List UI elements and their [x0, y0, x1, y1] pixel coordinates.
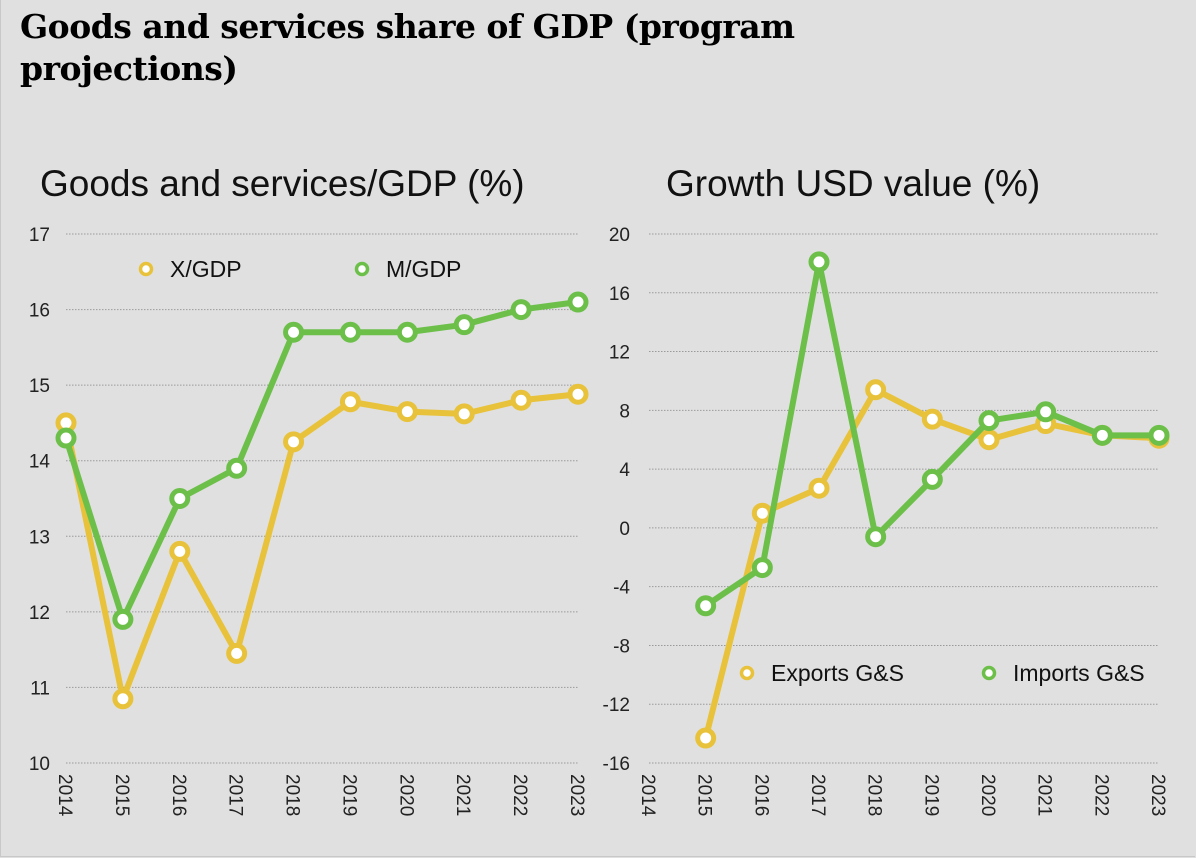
data-point — [808, 477, 830, 499]
y-tick-label: 14 — [29, 452, 51, 473]
data-point — [978, 410, 1000, 432]
y-tick-label: -12 — [603, 695, 630, 716]
data-point — [226, 457, 248, 479]
x-tick-label: 2022 — [1090, 774, 1111, 816]
data-point — [1148, 424, 1170, 446]
x-tick-label: 2020 — [395, 774, 416, 816]
data-point — [453, 403, 475, 425]
y-tick-label: 15 — [29, 376, 50, 397]
x-tick-label: 2015 — [111, 774, 132, 816]
x-tick-label: 2019 — [338, 774, 359, 816]
x-tick-label: 2017 — [807, 774, 828, 816]
series-line-m-gdp — [63, 299, 581, 623]
data-point — [921, 408, 943, 430]
chart-goods-services-gdp: Goods and services/GDP (%) 10 11 12 13 14 15 16… — [29, 163, 589, 817]
x-tick-label: 2015 — [694, 774, 715, 816]
series-line-x-gdp — [63, 391, 581, 702]
y-tick-label: 12 — [29, 603, 50, 624]
data-point — [1035, 401, 1057, 423]
legend-marker — [981, 665, 997, 681]
chart-title: Growth USD value (%) — [666, 163, 1040, 204]
x-tick-label: 2020 — [977, 774, 998, 816]
data-point — [751, 557, 773, 579]
data-point — [339, 321, 361, 343]
data-point — [453, 314, 475, 336]
x-tick-label: 2023 — [566, 774, 587, 816]
series-line-imports-g-s — [702, 258, 1162, 609]
x-tick-label: 2019 — [920, 774, 941, 816]
data-point — [1091, 424, 1113, 446]
chart-title: Goods and services/GDP (%) — [40, 163, 525, 204]
data-point — [865, 379, 887, 401]
data-point — [226, 642, 248, 664]
y-tick-label: -16 — [603, 754, 630, 775]
data-point — [169, 488, 191, 509]
data-point — [283, 431, 305, 453]
x-tick-label: 2018 — [282, 774, 303, 816]
legend-label: Exports G&S — [771, 660, 904, 686]
data-point — [921, 468, 943, 490]
data-point — [55, 427, 77, 449]
y-tick-label: 17 — [29, 225, 50, 246]
data-point — [567, 383, 589, 405]
y-tick-label: 13 — [29, 527, 50, 548]
y-tick-label: 20 — [609, 225, 630, 246]
data-point — [978, 429, 1000, 451]
data-point — [808, 251, 830, 273]
legend-label: M/GDP — [386, 256, 461, 282]
data-point — [510, 299, 532, 321]
x-tick-label: 2018 — [864, 774, 885, 816]
y-tick-label: 0 — [619, 519, 630, 540]
y-tick-label: 4 — [619, 460, 630, 481]
y-tick-label: 16 — [609, 284, 630, 305]
y-tick-label: -8 — [613, 636, 630, 657]
legend-marker — [739, 665, 755, 681]
data-point — [510, 389, 532, 411]
data-point — [169, 540, 191, 562]
y-tick-label: 12 — [609, 343, 630, 364]
x-tick-label: 2021 — [452, 774, 473, 816]
data-point — [396, 401, 418, 423]
x-tick-label: 2014 — [637, 774, 658, 817]
data-point — [112, 608, 134, 630]
data-point — [695, 727, 717, 749]
legend-marker — [138, 261, 154, 277]
data-point — [112, 688, 134, 710]
x-tick-label: 2023 — [1147, 774, 1168, 816]
x-tick-label: 2014 — [54, 774, 75, 817]
legend-label: Imports G&S — [1013, 660, 1145, 686]
data-point — [567, 291, 589, 313]
y-tick-label: -4 — [613, 578, 630, 599]
legend-marker — [354, 261, 370, 277]
x-tick-label: 2022 — [509, 774, 530, 816]
x-tick-label: 2016 — [750, 774, 771, 816]
data-point — [396, 321, 418, 343]
y-tick-label: 8 — [619, 401, 630, 422]
data-point — [695, 595, 717, 617]
x-tick-label: 2021 — [1034, 774, 1055, 816]
y-tick-label: 11 — [30, 678, 50, 699]
data-point — [283, 321, 305, 343]
page-title: Goods and services share of GDP (program… — [20, 7, 795, 88]
legend-label: X/GDP — [170, 256, 242, 282]
data-point — [339, 391, 361, 413]
chart-growth-usd-value: Growth USD value (%)-16-12-8-40481216202… — [603, 163, 1170, 817]
data-point — [751, 502, 773, 524]
x-tick-label: 2017 — [225, 774, 246, 816]
y-tick-label: 16 — [29, 301, 50, 322]
x-tick-label: 2016 — [168, 774, 189, 816]
y-tick-label: 10 — [29, 754, 50, 775]
data-point — [865, 526, 887, 548]
